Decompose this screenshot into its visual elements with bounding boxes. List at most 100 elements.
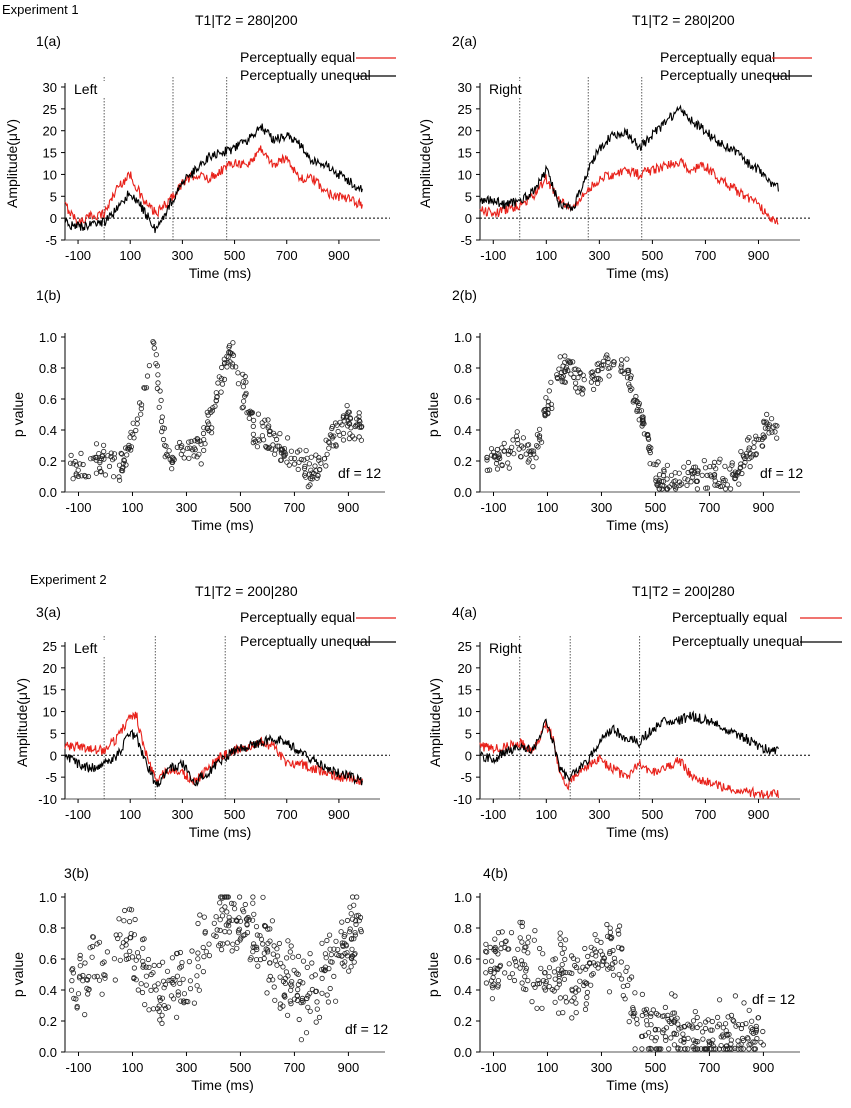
scatter-point-4b bbox=[720, 1034, 727, 1040]
scatter-point-3b bbox=[269, 918, 275, 924]
scatter-point-3b bbox=[161, 1002, 167, 1009]
scatter-point-2b bbox=[727, 486, 734, 492]
scatter-point-1b bbox=[116, 462, 123, 468]
scatter-point-2b bbox=[626, 381, 632, 387]
scatter-point-4b bbox=[714, 1014, 721, 1021]
scatter-point-3b bbox=[285, 973, 291, 979]
scatter-point-1b bbox=[198, 441, 204, 447]
scatter-point-4b bbox=[552, 976, 558, 982]
scatter-point-1b bbox=[119, 465, 125, 471]
scatter-point-1b bbox=[192, 438, 198, 444]
scatter-point-3b bbox=[195, 920, 201, 927]
scatter-point-2b bbox=[536, 426, 543, 432]
scatter-point-3b bbox=[91, 974, 98, 980]
scatter-point-1b bbox=[333, 443, 339, 449]
scatter-point-1b bbox=[303, 447, 309, 454]
y-tick-label-3b-0.4: 0.4 bbox=[39, 983, 57, 998]
scatter-point-4b bbox=[571, 995, 577, 1001]
scatter-point-4b bbox=[559, 970, 565, 977]
scatter-point-3b bbox=[148, 987, 154, 994]
scatter-point-3b bbox=[174, 973, 180, 979]
x-tick-label-3a-500: 500 bbox=[224, 807, 246, 822]
side-label-2a: Right bbox=[489, 81, 522, 97]
scatter-point-3b bbox=[224, 940, 231, 946]
scatter-point-1b bbox=[233, 364, 239, 370]
scatter-point-1b bbox=[229, 364, 236, 370]
scatter-point-4b bbox=[710, 1043, 716, 1049]
scatter-point-4b bbox=[489, 996, 495, 1002]
scatter-point-4b bbox=[525, 950, 531, 956]
scatter-point-2b bbox=[759, 436, 765, 442]
y-tick-label-4a-15: 15 bbox=[458, 683, 472, 698]
scatter-point-2b bbox=[668, 472, 675, 478]
scatter-point-2b bbox=[561, 379, 567, 385]
scatter-point-2b bbox=[751, 444, 757, 450]
scatter-point-4b bbox=[723, 1046, 729, 1052]
scatter-point-1b bbox=[241, 398, 247, 404]
scatter-point-1b bbox=[301, 472, 308, 478]
y-tick-label-1b-0.6: 0.6 bbox=[39, 392, 57, 407]
scatter-point-3b bbox=[150, 1006, 157, 1012]
scatter-point-2b bbox=[653, 461, 659, 468]
scatter-point-1b bbox=[209, 425, 215, 431]
scatter-point-2b bbox=[600, 358, 607, 364]
scatter-point-1b bbox=[157, 388, 163, 394]
y-tick-label-2b-0.8: 0.8 bbox=[454, 361, 472, 376]
scatter-point-3b bbox=[326, 932, 333, 938]
scatter-point-1b bbox=[282, 451, 289, 457]
scatter-point-4b bbox=[735, 1021, 742, 1028]
scatter-point-1b bbox=[224, 364, 230, 370]
scatter-point-4b bbox=[725, 1014, 731, 1020]
scatter-point-4b bbox=[720, 1025, 726, 1031]
scatter-point-3b bbox=[324, 937, 330, 944]
scatter-point-4b bbox=[503, 938, 509, 944]
scatter-point-4b bbox=[682, 1046, 688, 1052]
scatter-point-4b bbox=[625, 982, 631, 989]
scatter-point-1b bbox=[313, 452, 319, 458]
scatter-point-2b bbox=[704, 472, 710, 478]
scatter-point-1b bbox=[202, 441, 208, 447]
scatter-point-3b bbox=[140, 962, 147, 968]
scatter-point-3b bbox=[274, 946, 280, 952]
scatter-point-4b bbox=[532, 927, 538, 934]
scatter-point-3b bbox=[195, 956, 201, 962]
scatter-point-1b bbox=[250, 423, 256, 429]
scatter-point-3b bbox=[251, 941, 257, 947]
scatter-point-4b bbox=[585, 953, 591, 960]
y-tick-label-3a-10: 10 bbox=[43, 705, 57, 720]
scatter-point-1b bbox=[177, 439, 183, 446]
scatter-point-1b bbox=[281, 451, 287, 457]
scatter-point-2b bbox=[524, 442, 531, 448]
scatter-point-4b bbox=[653, 1035, 660, 1041]
scatter-point-3b bbox=[153, 987, 159, 993]
y-axis-title-1a: Amplitude(μV) bbox=[4, 119, 20, 208]
panel-label-3b: 3(b) bbox=[64, 865, 89, 881]
scatter-point-4b bbox=[722, 1021, 729, 1027]
scatter-point-4b bbox=[639, 1012, 645, 1019]
scatter-point-2b bbox=[597, 377, 603, 383]
scatter-point-2b bbox=[509, 444, 515, 450]
scatter-point-2b bbox=[594, 361, 600, 367]
scatter-point-3b bbox=[270, 977, 276, 983]
scatter-point-3b bbox=[181, 991, 187, 997]
scatter-point-4b bbox=[561, 945, 567, 952]
series-equal-line-1a bbox=[64, 145, 363, 227]
scatter-point-3b bbox=[82, 960, 88, 966]
scatter-point-3b bbox=[242, 901, 248, 908]
scatter-point-4b bbox=[681, 1039, 687, 1045]
scatter-point-4b bbox=[660, 1030, 666, 1036]
scatter-point-3b bbox=[328, 951, 334, 958]
scatter-point-1b bbox=[126, 442, 132, 448]
scatter-point-3b bbox=[206, 941, 212, 947]
scatter-point-2b bbox=[640, 416, 646, 422]
scatter-point-3b bbox=[309, 974, 315, 980]
scatter-point-1b bbox=[214, 394, 220, 400]
scatter-point-2b bbox=[768, 416, 775, 422]
scatter-point-3b bbox=[219, 907, 225, 913]
scatter-point-3b bbox=[240, 907, 246, 913]
scatter-point-2b bbox=[711, 459, 718, 465]
scatter-point-3b bbox=[202, 928, 208, 935]
scatter-point-1b bbox=[309, 470, 315, 476]
scatter-point-4b bbox=[692, 1008, 698, 1015]
scatter-point-4b bbox=[525, 940, 531, 946]
